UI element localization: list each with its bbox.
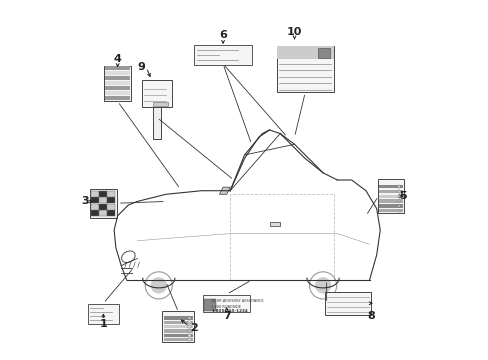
- Bar: [379, 209, 402, 212]
- Bar: [379, 190, 402, 193]
- Bar: [377, 179, 404, 213]
- Bar: [90, 189, 117, 217]
- Circle shape: [151, 278, 166, 293]
- Bar: [91, 191, 99, 197]
- Bar: [107, 197, 114, 203]
- Bar: [164, 329, 192, 333]
- Text: 9: 9: [137, 63, 144, 72]
- Text: 1-800 ROADSIDE: 1-800 ROADSIDE: [211, 305, 241, 309]
- Bar: [188, 338, 190, 341]
- Bar: [194, 45, 251, 65]
- Circle shape: [315, 278, 330, 293]
- Bar: [204, 299, 216, 311]
- Bar: [164, 338, 192, 341]
- Bar: [105, 66, 130, 70]
- Bar: [91, 204, 99, 210]
- Text: 7: 7: [223, 311, 230, 321]
- Bar: [397, 200, 400, 202]
- Bar: [105, 91, 130, 95]
- Bar: [99, 191, 106, 197]
- Text: 6: 6: [219, 30, 226, 40]
- Bar: [105, 96, 130, 100]
- Text: 24 HR ADVISORY ASSISTANCE: 24 HR ADVISORY ASSISTANCE: [211, 300, 264, 303]
- Bar: [188, 317, 190, 319]
- Text: 4: 4: [114, 54, 122, 64]
- Polygon shape: [219, 187, 230, 194]
- Bar: [188, 334, 190, 337]
- Bar: [269, 222, 280, 226]
- Bar: [164, 316, 192, 320]
- Bar: [397, 185, 400, 188]
- Bar: [379, 195, 402, 198]
- Bar: [379, 204, 402, 208]
- Bar: [99, 210, 106, 216]
- Bar: [379, 185, 402, 188]
- Bar: [105, 76, 130, 80]
- Bar: [164, 334, 192, 337]
- Text: 3: 3: [81, 197, 88, 206]
- Text: 1-800-555-1234: 1-800-555-1234: [211, 309, 247, 313]
- Bar: [188, 321, 190, 324]
- Bar: [107, 191, 114, 197]
- Bar: [276, 46, 333, 93]
- Bar: [162, 311, 194, 342]
- Bar: [276, 46, 333, 59]
- Text: 1: 1: [100, 319, 107, 329]
- Bar: [105, 71, 130, 75]
- Bar: [105, 86, 130, 90]
- Bar: [105, 81, 130, 85]
- Bar: [99, 197, 106, 203]
- Bar: [153, 102, 167, 106]
- Bar: [164, 321, 192, 324]
- Bar: [104, 66, 131, 102]
- Bar: [91, 210, 99, 216]
- Bar: [107, 204, 114, 210]
- Bar: [99, 204, 106, 210]
- Bar: [203, 295, 249, 312]
- Bar: [397, 190, 400, 193]
- Text: 8: 8: [366, 311, 374, 321]
- Bar: [379, 199, 402, 203]
- Bar: [397, 195, 400, 198]
- Bar: [188, 325, 190, 328]
- Bar: [188, 330, 190, 332]
- Text: 5: 5: [399, 191, 407, 201]
- Bar: [164, 325, 192, 328]
- Bar: [397, 210, 400, 212]
- Bar: [88, 304, 118, 324]
- Bar: [324, 292, 370, 315]
- Bar: [397, 205, 400, 207]
- Text: 10: 10: [286, 27, 302, 37]
- Bar: [142, 80, 172, 107]
- Text: 2: 2: [190, 323, 198, 333]
- Bar: [317, 48, 330, 58]
- Bar: [152, 107, 161, 139]
- Bar: [107, 210, 114, 216]
- Bar: [91, 197, 99, 203]
